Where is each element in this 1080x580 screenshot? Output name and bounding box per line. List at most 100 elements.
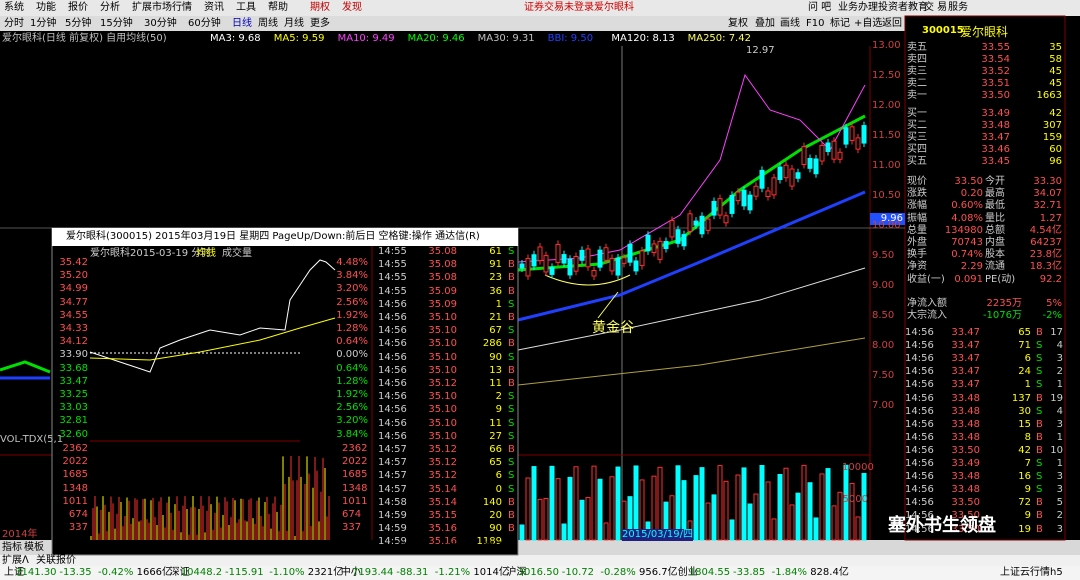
status-item: 3141.30 xyxy=(15,567,57,578)
tick-time: 14:55 xyxy=(378,272,407,284)
popup-tab[interactable]: 数值 xyxy=(484,542,504,553)
popup-tab[interactable]: 分笔 xyxy=(392,542,412,553)
service-link[interactable]: 服务 xyxy=(948,2,968,13)
period-tab[interactable]: 日线 xyxy=(232,18,252,29)
tick-volume: 6 xyxy=(495,470,502,482)
trade-time: 14:56 xyxy=(905,418,934,430)
menu-item[interactable]: 功能 xyxy=(36,2,56,13)
bottom-tab[interactable]: 模板 xyxy=(24,542,44,553)
tick-price: 35.10 xyxy=(428,391,457,403)
decoration xyxy=(723,480,729,541)
decoration xyxy=(579,249,585,261)
bottom-tab[interactable]: 指标 xyxy=(2,542,22,553)
popup-tab[interactable]: 分钟 xyxy=(437,542,457,553)
status-item: -10.72 xyxy=(561,567,595,578)
decoration xyxy=(765,190,771,198)
chart-button[interactable]: 复权 xyxy=(728,18,748,29)
cloud-status: 上证云行情h5 xyxy=(1000,567,1063,578)
period-tab[interactable]: 1分钟 xyxy=(30,18,57,29)
flow-value: -1076万 xyxy=(982,310,1022,321)
trade-volume: 30 xyxy=(1018,405,1031,417)
period-tab[interactable]: 60分钟 xyxy=(188,18,221,29)
menu-item[interactable]: 期权 xyxy=(310,2,330,13)
decoration xyxy=(615,466,621,541)
menu-item[interactable]: 扩展市场行情 xyxy=(132,2,192,13)
popup-subtitle: 2015-03-19 分时 xyxy=(130,248,212,259)
price-label: 32.60 xyxy=(59,428,88,440)
service-link[interactable]: 投资者教育 xyxy=(878,2,928,13)
chart-button[interactable]: 返回 xyxy=(882,18,902,29)
status-tab[interactable]: 扩展ᐱ xyxy=(2,555,29,566)
menu-item[interactable]: 资讯 xyxy=(204,2,224,13)
menu-item[interactable]: 报价 xyxy=(68,2,88,13)
price-axis-label: 8.00 xyxy=(872,340,895,351)
tick-price: 35.10 xyxy=(428,417,457,429)
price-label: 34.12 xyxy=(59,336,88,348)
decoration xyxy=(825,468,831,541)
trade-time: 14:56 xyxy=(905,340,934,352)
decoration xyxy=(681,234,687,247)
service-link[interactable]: 问 吧 xyxy=(808,2,832,13)
menu-item[interactable]: 分析 xyxy=(100,2,120,13)
tick-flag: S xyxy=(508,325,515,337)
period-tab[interactable]: 5分钟 xyxy=(65,18,92,29)
tick-price: 35.12 xyxy=(428,457,457,469)
vol-label: 1685 xyxy=(342,469,368,481)
chart-button[interactable]: 画线 xyxy=(780,18,800,29)
period-bar xyxy=(0,16,905,31)
tick-flag: S xyxy=(508,483,515,495)
menu-item[interactable]: 帮助 xyxy=(268,2,288,13)
price-label: 34.77 xyxy=(59,296,88,308)
status-item: -0.42% xyxy=(98,567,134,578)
period-tab[interactable]: 分时 xyxy=(4,18,24,29)
decoration xyxy=(735,191,741,202)
decoration xyxy=(819,144,825,162)
menu-item[interactable]: 工具 xyxy=(236,2,256,13)
tick-price: 35.12 xyxy=(428,470,457,482)
price-label: 34.99 xyxy=(59,283,88,295)
stat-label: 股本 xyxy=(985,249,1005,261)
period-tab[interactable]: 月线 xyxy=(284,18,304,29)
stat-label: 最低 xyxy=(985,200,1005,212)
chart-button[interactable]: F10 xyxy=(806,18,825,29)
trade-volume: 6 xyxy=(1024,353,1031,365)
ask-price: 33.52 xyxy=(981,66,1010,77)
chart-button[interactable]: 标记 xyxy=(830,18,850,29)
bid-label: 买三 xyxy=(907,132,927,143)
period-tab[interactable]: 周线 xyxy=(258,18,278,29)
period-tab[interactable]: 15分钟 xyxy=(100,18,133,29)
decoration xyxy=(843,464,849,541)
status-tab[interactable]: 关联报价 xyxy=(36,555,76,566)
stat-value: 0.60% xyxy=(951,200,983,212)
stat-label: 涨跌 xyxy=(907,188,927,200)
period-tab[interactable]: 更多 xyxy=(310,18,330,29)
stat-label: 振幅 xyxy=(907,212,927,224)
tick-volume: 11 xyxy=(489,378,502,389)
tick-time: 14:57 xyxy=(378,470,407,482)
tick-time: 14:57 xyxy=(378,444,407,455)
decoration xyxy=(537,498,543,541)
popup-tab[interactable]: 操作 xyxy=(348,542,368,553)
stat-value: 33.50 xyxy=(954,176,983,187)
chart-button[interactable]: +自选 xyxy=(854,18,883,29)
indicator-value: MA10: 9.49 xyxy=(337,33,395,44)
trade-count: 2 xyxy=(1056,510,1063,522)
period-tab[interactable]: 30分钟 xyxy=(144,18,177,29)
tick-flag: B xyxy=(508,285,515,297)
chart-button[interactable]: 叠加 xyxy=(755,18,775,29)
popup-subtitle: 均线 xyxy=(196,248,216,259)
menu-item[interactable]: 系统 xyxy=(4,2,24,13)
service-link[interactable]: 业务办理 xyxy=(838,2,878,13)
status-item: -0.28% xyxy=(600,567,636,578)
ask-price: 33.54 xyxy=(981,54,1010,65)
tick-flag: S xyxy=(508,391,515,403)
menu-item[interactable]: 发现 xyxy=(342,2,362,13)
decoration xyxy=(843,127,849,145)
decoration xyxy=(849,482,855,541)
service-link[interactable]: 交 易 xyxy=(924,2,948,13)
decoration xyxy=(639,250,645,267)
decoration xyxy=(579,499,585,541)
bid-volume: 60 xyxy=(1049,144,1062,155)
stat-value: 0.20 xyxy=(960,188,983,200)
trade-count: 1 xyxy=(1056,458,1063,469)
